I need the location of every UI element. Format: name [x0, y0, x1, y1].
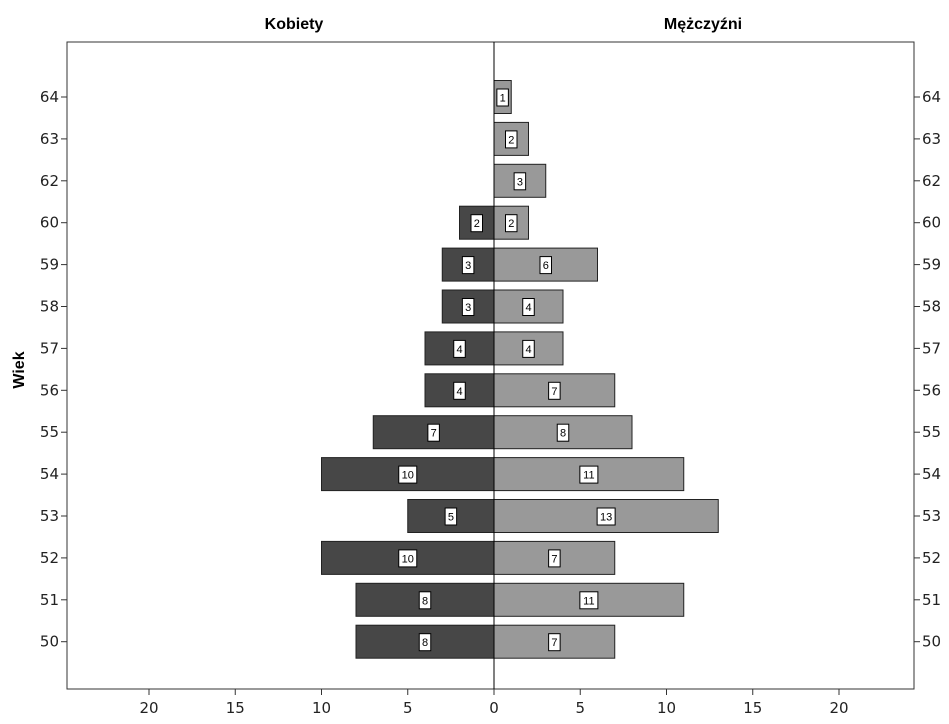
data-label-box: [398, 465, 418, 484]
y-tick-label-right: 55: [922, 423, 941, 441]
left-panel-title: Kobiety: [265, 16, 324, 33]
data-label-box: [505, 214, 518, 233]
data-label-box: [461, 298, 475, 316]
data-label: 11: [583, 470, 594, 482]
data-label-box: [522, 339, 535, 358]
y-axis-label: Wiek: [11, 351, 28, 388]
data-label: 3: [465, 260, 471, 272]
bar-mezczyzni: [493, 121, 529, 156]
data-label-box: [522, 298, 535, 316]
data-label-box: [513, 172, 527, 191]
y-tick-label-right: 56: [922, 381, 941, 399]
data-label: 10: [402, 553, 414, 565]
data-label-box: [496, 88, 509, 107]
data-label-box: [505, 130, 518, 149]
data-label-box: [398, 549, 418, 568]
y-tick-label-left: 53: [40, 507, 59, 525]
data-label: 8: [422, 637, 428, 649]
y-tick-label-left: 52: [40, 549, 59, 567]
y-tick-label-right: 53: [922, 507, 941, 525]
x-tick-label: 10: [312, 699, 331, 717]
data-label-box: [444, 507, 458, 526]
right-panel-title: Mężczyźni: [664, 16, 742, 33]
x-tick-label: 20: [829, 699, 848, 717]
x-tick-label: 20: [139, 699, 158, 717]
y-tick-label-left: 64: [40, 88, 59, 106]
data-label-box: [453, 381, 466, 400]
data-label-box: [539, 256, 552, 275]
data-label-box: [579, 465, 599, 484]
data-label-box: [548, 381, 561, 400]
y-tick-label-left: 60: [40, 214, 59, 232]
data-label: 2: [474, 218, 480, 230]
data-label: 7: [431, 428, 437, 440]
data-label-box: [418, 633, 432, 652]
data-label-box: [453, 339, 466, 358]
data-label: 11: [583, 595, 594, 607]
data-label-box: [548, 633, 561, 652]
data-label-box: [418, 591, 432, 610]
data-label: 6: [543, 260, 549, 272]
data-label: 7: [551, 386, 557, 398]
data-label-box: [461, 256, 475, 275]
plot-frame: [66, 41, 915, 690]
y-tick-label-right: 62: [922, 172, 941, 190]
data-label: 8: [422, 595, 428, 607]
data-label: 4: [456, 386, 462, 398]
y-tick-label-left: 57: [40, 339, 59, 357]
bars-layer: 1 2 3 2 2 3 6 3 4 4 4 4 7 7 8 10 11 5 13 10 7 8 11 8 7: [321, 80, 719, 659]
data-label: 5: [448, 512, 454, 524]
y-tick-label-right: 54: [922, 465, 941, 483]
y-tick-label-right: 52: [922, 549, 941, 567]
y-tick-label-left: 59: [40, 256, 59, 274]
y-tick-label-left: 55: [40, 423, 59, 441]
y-tick-label-left: 54: [40, 465, 59, 483]
y-tick-label-right: 51: [922, 591, 941, 609]
y-tick-label-right: 50: [922, 633, 941, 651]
data-label: 3: [465, 302, 471, 314]
x-tick-label: 15: [743, 699, 762, 717]
y-tick-label-right: 63: [922, 130, 941, 148]
y-tick-label-right: 57: [922, 339, 941, 357]
y-tick-label-left: 58: [40, 298, 59, 316]
data-label-box: [427, 423, 440, 442]
data-label-box: [470, 214, 483, 233]
data-label: 4: [456, 344, 462, 356]
y-tick-label-left: 63: [40, 130, 59, 148]
x-tick-label: 5: [403, 699, 413, 717]
bar-kobiety: [424, 373, 495, 408]
data-label: 3: [517, 176, 523, 188]
x-tick-label: 10: [657, 699, 676, 717]
y-tick-label-right: 60: [922, 214, 941, 232]
data-label: 7: [551, 637, 557, 649]
data-label: 4: [525, 344, 531, 356]
data-label: 1: [500, 93, 506, 105]
y-tick-label-left: 51: [40, 591, 59, 609]
y-tick-label-left: 56: [40, 381, 59, 399]
x-tick-label: 5: [575, 699, 585, 717]
data-label: 10: [402, 470, 414, 482]
y-tick-label-right: 64: [922, 88, 941, 106]
data-label: 2: [508, 134, 514, 146]
data-label: 2: [508, 218, 514, 230]
data-label-box: [556, 423, 570, 442]
y-tick-label-right: 59: [922, 256, 941, 274]
bar-mezczyzni: [493, 415, 633, 450]
y-tick-label-left: 50: [40, 633, 59, 651]
y-tick-label-right: 58: [922, 298, 941, 316]
data-label: 4: [525, 302, 531, 314]
data-label: 8: [560, 428, 566, 440]
data-label-box: [579, 591, 599, 610]
data-label: 7: [551, 553, 557, 565]
data-label: 13: [600, 512, 612, 524]
x-tick-label: 15: [226, 699, 245, 717]
y-tick-label-left: 62: [40, 172, 59, 190]
x-tick-label: 0: [489, 699, 499, 717]
data-label-box: [548, 549, 561, 568]
data-label-box: [596, 507, 616, 526]
